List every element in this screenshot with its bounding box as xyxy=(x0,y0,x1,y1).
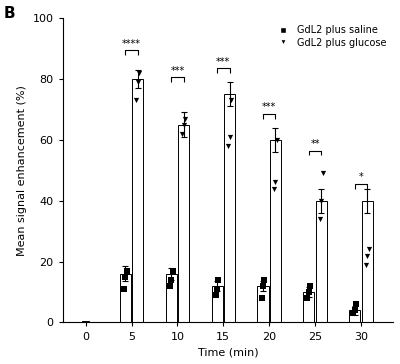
Bar xyxy=(224,94,235,323)
Bar xyxy=(270,140,281,323)
Point xyxy=(306,289,312,295)
Point xyxy=(318,198,324,203)
Point xyxy=(317,216,323,222)
Legend: GdL2 plus saline, GdL2 plus glucose: GdL2 plus saline, GdL2 plus glucose xyxy=(272,23,388,50)
Point xyxy=(168,277,174,283)
Point xyxy=(212,292,219,298)
Point xyxy=(136,70,142,76)
Bar xyxy=(120,274,131,323)
Text: ****: **** xyxy=(122,39,141,48)
Point xyxy=(304,295,311,301)
Point xyxy=(350,310,356,316)
Text: B: B xyxy=(3,6,15,21)
Point xyxy=(182,116,188,122)
Point xyxy=(307,283,314,289)
Point xyxy=(320,170,326,176)
Point xyxy=(261,277,268,283)
Text: ***: *** xyxy=(170,66,184,76)
Bar xyxy=(82,321,89,323)
Text: ***: *** xyxy=(216,57,230,67)
Point xyxy=(124,268,130,274)
Point xyxy=(180,122,187,127)
Point xyxy=(121,286,127,292)
Bar xyxy=(166,274,177,323)
Point xyxy=(364,253,370,258)
Bar xyxy=(212,286,223,323)
Point xyxy=(170,268,176,274)
Bar xyxy=(258,286,268,323)
Point xyxy=(258,295,265,301)
Point xyxy=(225,143,231,149)
Point xyxy=(271,186,277,191)
Point xyxy=(179,131,186,137)
Bar xyxy=(132,79,143,323)
X-axis label: Time (min): Time (min) xyxy=(198,347,258,357)
Bar xyxy=(178,124,189,323)
Point xyxy=(167,283,173,289)
Text: ***: *** xyxy=(262,103,276,112)
Text: *: * xyxy=(358,173,363,182)
Point xyxy=(274,137,280,143)
Point xyxy=(134,79,141,85)
Point xyxy=(133,98,140,103)
Point xyxy=(228,98,234,103)
Bar xyxy=(316,201,327,323)
Point xyxy=(214,286,220,292)
Bar xyxy=(362,201,373,323)
Point xyxy=(215,277,222,283)
Point xyxy=(272,179,278,185)
Point xyxy=(226,134,233,140)
Text: **: ** xyxy=(310,139,320,149)
Point xyxy=(352,307,358,313)
Point xyxy=(362,262,369,268)
Bar xyxy=(349,310,360,323)
Bar xyxy=(303,292,314,323)
Point xyxy=(260,283,266,289)
Point xyxy=(365,246,372,252)
Point xyxy=(353,301,359,307)
Y-axis label: Mean signal enhancement (%): Mean signal enhancement (%) xyxy=(17,85,27,256)
Point xyxy=(122,274,128,280)
